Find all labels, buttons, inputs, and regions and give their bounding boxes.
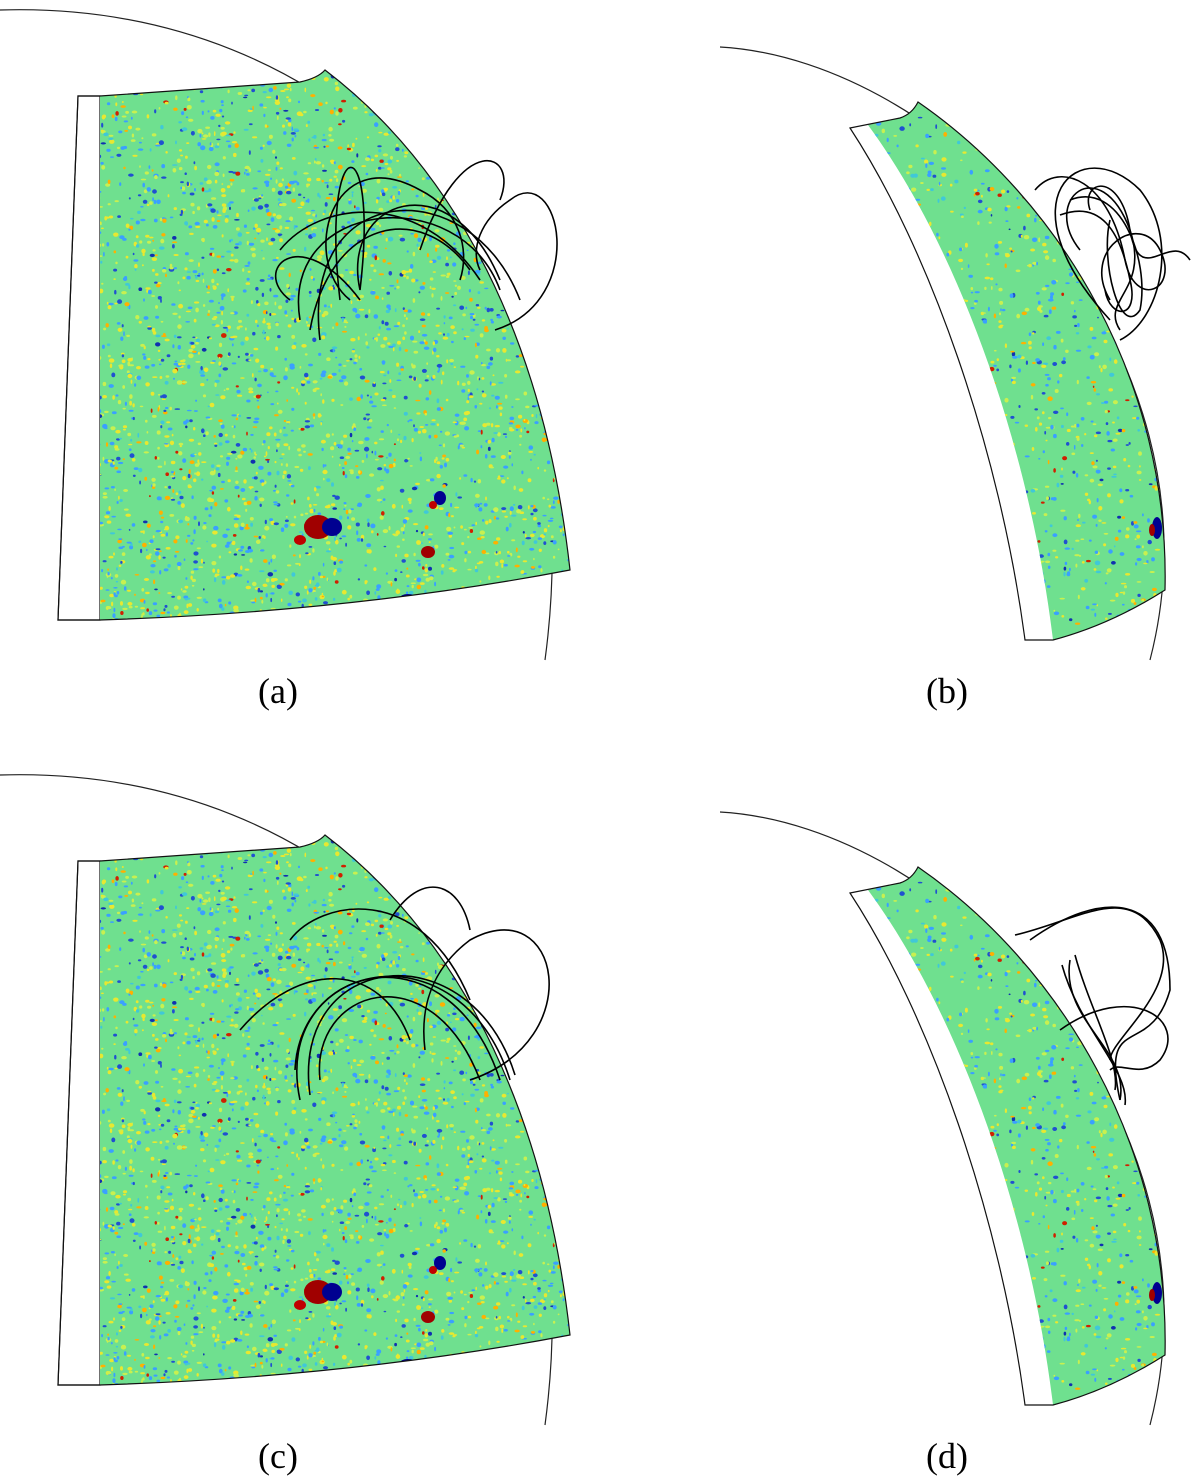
- field-lines-d: [1014, 906, 1171, 1106]
- panel-label: (a): [258, 671, 298, 711]
- panel-b-map: [720, 47, 1182, 660]
- panel-c-map: [0, 775, 590, 1425]
- panel-label: (d): [926, 1436, 968, 1476]
- panel-d-map: [720, 812, 1182, 1425]
- panel-label: (c): [258, 1436, 298, 1476]
- panel-a-map: [0, 10, 590, 660]
- field-lines-a: [274, 160, 558, 341]
- field-lines-c: [239, 886, 550, 1101]
- panel-label: (b): [926, 671, 968, 711]
- field-lines-b: [1034, 167, 1191, 341]
